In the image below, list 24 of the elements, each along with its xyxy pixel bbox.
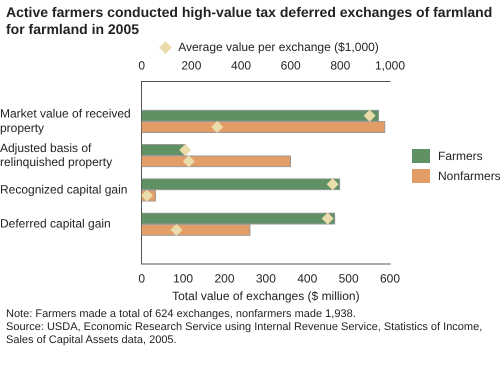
x2-tick-label: 200 [181,58,202,73]
x2-tick-label: 1,000 [374,58,406,73]
x-tick-label: 100 [173,272,194,286]
x-tick-label: 500 [338,272,359,286]
x-tick-label: 0 [138,272,146,286]
source-note: Source: USDA, Economic Research Service using Internal Revenue Service, Statistics of Income, Sales of Capital Assets data, 2005. [6,321,484,347]
y-tick-label: Adjusted basis of relinquished property [0,140,112,170]
x2-tick-label: 400 [231,58,252,73]
y-tick-label: Market value of received property [0,106,131,135]
x-axis-title: Total value of exchanges ($ million) [172,289,360,304]
legend-label: Farmers [437,148,484,165]
x-tick-label: 300 [256,272,276,286]
y-tick-label: Deferred capital gain [0,216,111,231]
x2-tick-label: 0 [138,58,146,73]
x-tick-label: 200 [214,272,235,286]
chart-title: Active farmers conducted high-value tax deferred exchanges of farmland for farmland in 2005 [5,3,494,38]
x2-tick-label: 600 [280,58,302,73]
y-tick-label: Recognized capital gain [0,182,128,196]
text: Note: Farmers made a total of 624 exchanges, nonfarmers made 1,938. [6,308,357,321]
legend-label: Average value per exchange ($1,000) [177,40,379,54]
x-tick-label: 600 [380,272,400,286]
legend-label: Nonfarmers [437,168,500,185]
x2-tick-label: 800 [330,58,351,73]
x-tick-label: 400 [297,272,318,286]
